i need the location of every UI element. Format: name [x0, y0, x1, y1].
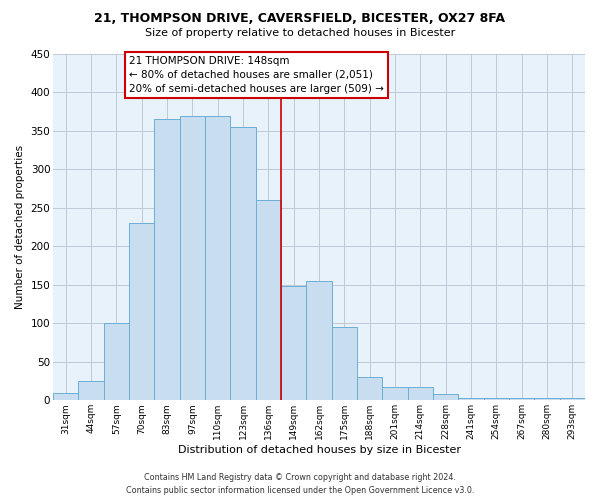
- Text: Contains HM Land Registry data © Crown copyright and database right 2024.
Contai: Contains HM Land Registry data © Crown c…: [126, 473, 474, 495]
- Bar: [509, 398, 535, 400]
- Text: 21, THOMPSON DRIVE, CAVERSFIELD, BICESTER, OX27 8FA: 21, THOMPSON DRIVE, CAVERSFIELD, BICESTE…: [95, 12, 505, 26]
- Bar: [53, 392, 79, 400]
- Bar: [407, 387, 433, 400]
- Bar: [256, 200, 281, 400]
- Y-axis label: Number of detached properties: Number of detached properties: [15, 145, 25, 309]
- Bar: [560, 398, 585, 400]
- Bar: [104, 324, 129, 400]
- Bar: [433, 394, 458, 400]
- Bar: [332, 327, 357, 400]
- Bar: [281, 286, 307, 401]
- Bar: [357, 377, 382, 400]
- Text: 21 THOMPSON DRIVE: 148sqm
← 80% of detached houses are smaller (2,051)
20% of se: 21 THOMPSON DRIVE: 148sqm ← 80% of detac…: [129, 56, 384, 94]
- Bar: [180, 116, 205, 401]
- Bar: [307, 281, 332, 400]
- Bar: [230, 127, 256, 400]
- X-axis label: Distribution of detached houses by size in Bicester: Distribution of detached houses by size …: [178, 445, 461, 455]
- Bar: [129, 224, 154, 400]
- Bar: [205, 116, 230, 401]
- Bar: [154, 120, 180, 400]
- Bar: [458, 398, 484, 400]
- Bar: [382, 387, 407, 400]
- Text: Size of property relative to detached houses in Bicester: Size of property relative to detached ho…: [145, 28, 455, 38]
- Bar: [535, 398, 560, 400]
- Bar: [79, 381, 104, 400]
- Bar: [484, 398, 509, 400]
